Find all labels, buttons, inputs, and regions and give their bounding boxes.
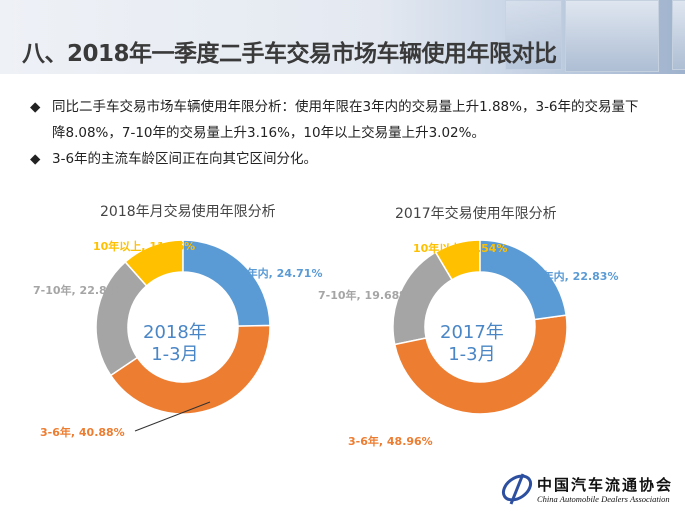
bullet-text: 3-6年的主流车龄区间正在向其它区间分化。 [52,151,318,167]
center-year: 2017年 [440,322,504,343]
donut-slice-3年内 [182,239,271,327]
donut-slice-7-10年 [392,251,453,346]
data-label: 10年以上, 11.56% [93,240,196,253]
leader-line [134,401,211,432]
donut-slice-3-6年 [393,314,568,415]
chart-title-2017: 2017年交易使用年限分析 [395,206,557,222]
data-label: 10年以上, 8.54% [413,242,508,255]
center-year: 2018年 [143,322,207,343]
bullet-text: 同比二手车交易市场车辆使用年限分析：使用年限在3年内的交易量上升1.88%，3-… [52,99,639,141]
header-banner [0,0,685,74]
center-months: 1-3月 [448,344,496,365]
bullet-item: ◆ 同比二手车交易市场车辆使用年限分析：使用年限在3年内的交易量上升1.88%，3… [30,94,652,146]
center-label-2018: 2018年 1-3月 [143,322,207,366]
center-months: 1-3月 [151,344,199,365]
bullet-item: ◆ 3-6年的主流车龄区间正在向其它区间分化。 [30,146,652,172]
cada-logo-mark [501,473,533,505]
data-label: 3-6年, 40.88% [40,426,125,439]
donut-slice-7-10年 [95,260,148,377]
logo-text-en: China Automobile Dealers Association [537,494,670,504]
data-label: 3年内, 22.83% [535,270,619,283]
decorative-block [565,0,659,72]
bullet-list: ◆ 同比二手车交易市场车辆使用年限分析：使用年限在3年内的交易量上升1.88%，3… [30,94,652,172]
data-label: 7-10年, 22.84% [33,284,126,297]
center-label-2017: 2017年 1-3月 [440,322,504,366]
diamond-icon: ◆ [30,151,41,167]
diamond-icon: ◆ [30,99,41,115]
data-label: 3年内, 24.71% [239,267,323,280]
data-label: 3-6年, 48.96% [348,435,433,448]
page-title: 八、2018年一季度二手车交易市场车辆使用年限对比 [22,41,557,67]
decorative-block [505,0,562,70]
logo-text-cn: 中国汽车流通协会 [537,476,674,494]
chart-title-2018: 2018年月交易使用年限分析 [100,204,276,220]
decorative-block [672,0,685,70]
cada-logo: 中国汽车流通协会 China Automobile Dealers Associ… [497,470,685,510]
donut-slice-3年内 [479,239,568,321]
donut-slice-3-6年 [109,324,271,415]
data-label: 7-10年, 19.68% [318,289,411,302]
